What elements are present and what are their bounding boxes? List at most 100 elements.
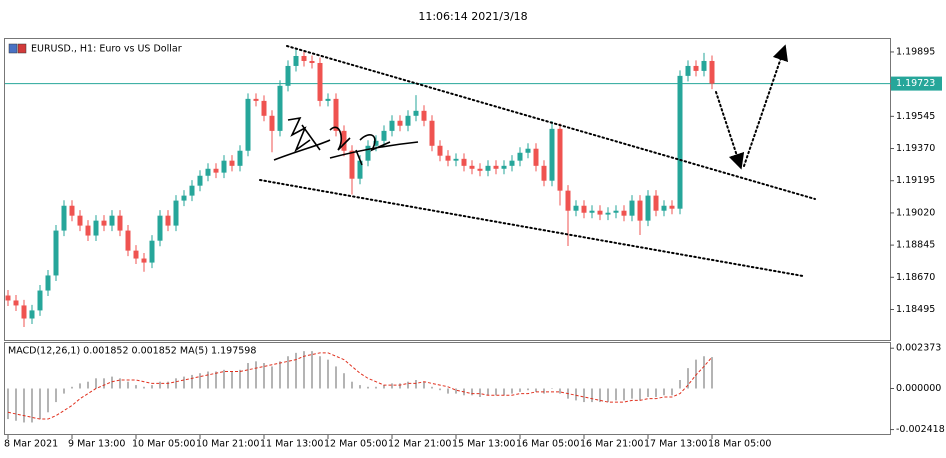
candle-body [701, 60, 707, 71]
chart-title: EURUSD., H1: Euro vs US Dollar [31, 44, 182, 55]
candle-body [69, 205, 75, 216]
x-tick-label: 10 Mar 21:00 [196, 439, 259, 450]
upper-trendline [286, 45, 816, 200]
y-tick-label: 1.18670 [896, 272, 935, 283]
macd-bar [615, 388, 617, 401]
candle-body [365, 145, 371, 161]
timestamp: 11:06:14 2021/3/18 [418, 10, 527, 23]
candle-body [221, 160, 227, 173]
macd-bar [703, 356, 705, 389]
macd-bar [319, 356, 321, 389]
candle-body [213, 168, 219, 173]
x-tick-label: 17 Mar 13:00 [644, 439, 707, 450]
candle-body [461, 158, 467, 166]
macd-bar [679, 380, 681, 389]
x-tick-label: 18 Mar 05:00 [708, 439, 771, 450]
candle-body [469, 165, 475, 169]
candle-body [581, 205, 587, 213]
signature [273, 116, 419, 166]
y-tick-label: 1.18495 [896, 304, 935, 315]
macd-bar [255, 361, 257, 389]
candle-body [173, 200, 179, 226]
y-tick-label: 1.19370 [896, 143, 935, 154]
macd-bar [143, 386, 145, 389]
macd-bar [63, 388, 65, 394]
candle-body [301, 56, 307, 61]
y-tick-label: 1.19020 [896, 207, 935, 218]
macd-bar [479, 388, 481, 397]
candle-body [709, 60, 715, 84]
candle-body [317, 62, 323, 101]
macd-bar [423, 381, 425, 389]
candle-body [101, 220, 107, 226]
candle-body [117, 215, 123, 231]
candle-body [669, 205, 675, 209]
macd-bar [375, 386, 377, 389]
candle-body [629, 200, 635, 216]
macd-bar [711, 357, 713, 389]
candle-body [141, 258, 147, 263]
y-tick-label: 0.002373 [896, 343, 941, 354]
macd-bar [471, 388, 473, 396]
candle-body [429, 120, 435, 146]
macd-bar [655, 388, 657, 397]
macd-bar [551, 388, 553, 389]
macd-bar [327, 359, 329, 389]
lower-trendline [259, 179, 804, 277]
candle-body [517, 152, 523, 161]
macd-bar [47, 388, 49, 413]
macd-bar [447, 388, 449, 394]
macd-bar [23, 388, 25, 423]
candle-body [29, 310, 35, 319]
candle-body [589, 210, 595, 213]
candle-body [157, 215, 163, 241]
macd-bar [79, 383, 81, 389]
macd-bar [15, 388, 17, 421]
macd-bar [239, 369, 241, 389]
candle-body [181, 195, 187, 201]
candle-body [21, 305, 27, 319]
candle-body [269, 115, 275, 131]
annotations [259, 44, 816, 277]
macd-bar [311, 351, 313, 389]
macd-bar [591, 388, 593, 403]
x-tick-label: 15 Mar 13:00 [452, 439, 515, 450]
candle-body [373, 140, 379, 146]
candle-body [381, 130, 387, 141]
candle-body [549, 128, 555, 181]
macd-bar [559, 388, 561, 394]
macd-bar [351, 381, 353, 389]
arrow-up [743, 44, 788, 167]
macd-bar [511, 388, 513, 394]
macd-bar [31, 388, 33, 423]
candle-body [197, 175, 203, 186]
candle-body [61, 205, 67, 231]
x-tick-label: 12 Mar 21:00 [388, 439, 451, 450]
macd-bar [295, 352, 297, 389]
macd-bar [95, 378, 97, 389]
candle-body [677, 75, 683, 209]
candle-body [205, 168, 211, 176]
macd-bar [599, 388, 601, 403]
candle-body [565, 190, 571, 211]
candle-body [437, 145, 443, 156]
macd-bar [383, 385, 385, 389]
macd-bar [663, 388, 665, 396]
candle-body [237, 150, 243, 166]
candle-body [613, 210, 619, 213]
macd-bar [183, 376, 185, 389]
macd-bar [167, 381, 169, 389]
macd-bar [407, 381, 409, 389]
candle-body [189, 185, 195, 196]
x-tick-label: 11 Mar 13:00 [260, 439, 323, 450]
macd-bar [415, 380, 417, 389]
current-price-box [891, 76, 942, 91]
candle-body [413, 110, 419, 116]
candle-body [501, 165, 507, 169]
macd-bar [367, 386, 369, 389]
y-tick-label: 1.19545 [896, 111, 935, 122]
candle-body [453, 158, 459, 161]
macd-bar [671, 388, 673, 396]
macd-bar [159, 381, 161, 389]
